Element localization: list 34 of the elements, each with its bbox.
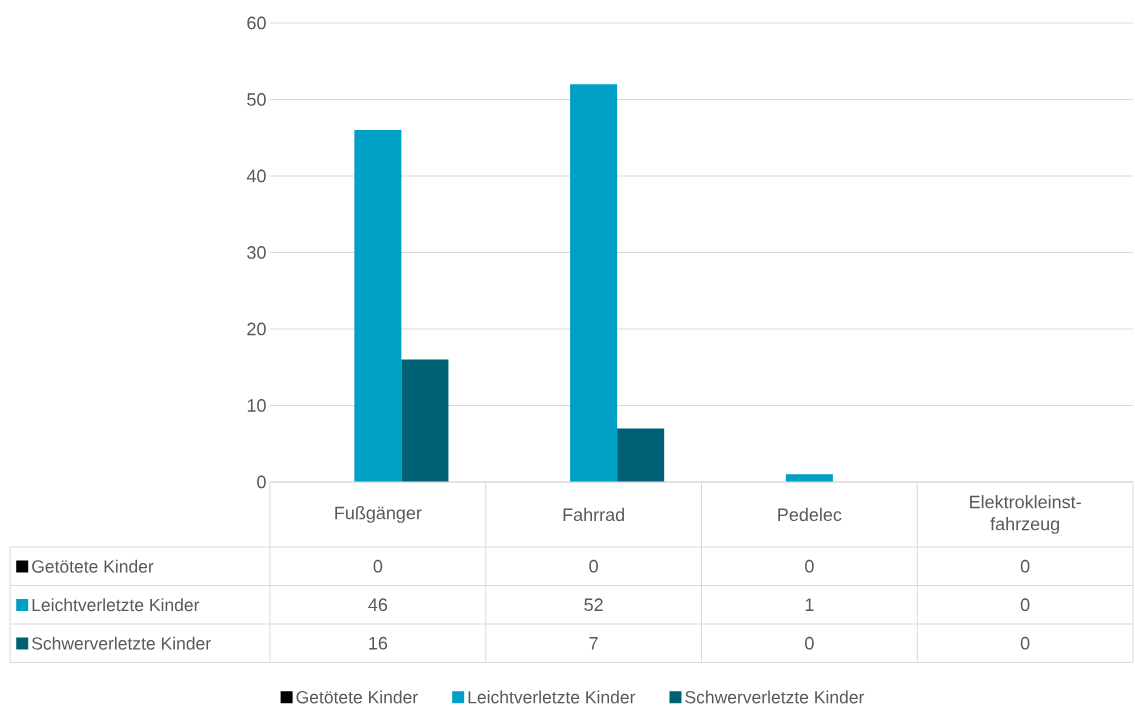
x-tick-label: Pedelec xyxy=(778,507,842,522)
data-label: 1 xyxy=(805,598,814,611)
text: Leichtverletzte Kinder xyxy=(468,690,636,704)
legend-label: Schwerverletzte Kinder xyxy=(685,690,865,704)
data-label: 46 xyxy=(368,598,388,612)
text: Schwerverletzte Kinder xyxy=(32,636,211,650)
bar xyxy=(354,130,402,482)
y-tick-label: 30 xyxy=(247,246,266,259)
bar xyxy=(617,428,665,482)
y-tick-label: 60 xyxy=(247,16,266,30)
bar xyxy=(570,84,618,482)
data-label: 0 xyxy=(805,559,814,573)
y-tick-label: 20 xyxy=(247,322,266,336)
data-label: 52 xyxy=(584,598,603,612)
data-label: 0 xyxy=(1020,598,1030,612)
data-label: 0 xyxy=(373,559,383,573)
bar xyxy=(401,359,449,482)
data-label: 0 xyxy=(805,636,814,650)
data-label: 0 xyxy=(1020,636,1030,650)
x-tick-label: Elektrokleinst-fahrzeug xyxy=(970,495,1081,534)
x-tick-label: Fußgänger xyxy=(335,506,422,523)
bar xyxy=(785,474,833,482)
y-tick-label: 0 xyxy=(257,475,266,489)
data-label: 0 xyxy=(1020,559,1030,573)
x-tick-label: Fahrrad xyxy=(563,507,624,522)
data-label: 7 xyxy=(589,637,598,650)
text: Getötete Kinder xyxy=(296,690,418,704)
y-tick-label: 50 xyxy=(247,93,266,106)
legend-label: Getötete Kinder xyxy=(32,559,154,573)
data-label: 16 xyxy=(369,636,388,650)
legend-label: Leichtverletzte Kinder xyxy=(32,598,200,612)
y-tick-label: 40 xyxy=(246,169,266,183)
y-tick-label: 10 xyxy=(247,399,266,412)
data-label: 0 xyxy=(589,559,598,573)
